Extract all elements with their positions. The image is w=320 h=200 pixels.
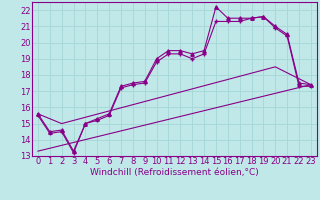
X-axis label: Windchill (Refroidissement éolien,°C): Windchill (Refroidissement éolien,°C)	[90, 168, 259, 177]
